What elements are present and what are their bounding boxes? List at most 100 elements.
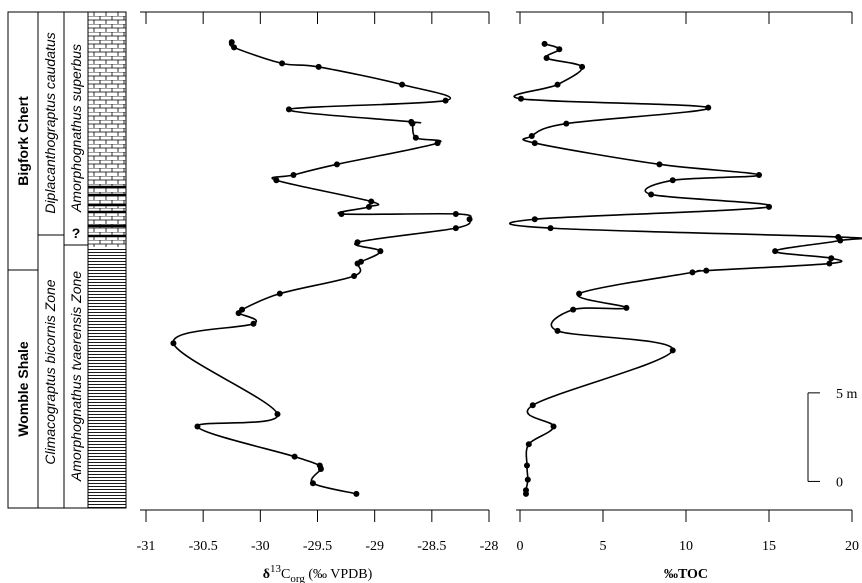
zone: Diplacanthograptus caudatus (42, 32, 58, 213)
zone: Amorphognathus tvaerensis Zone (68, 271, 84, 482)
data-point (290, 171, 297, 178)
data-point (354, 260, 361, 267)
x-tick-label: 20 (845, 539, 859, 554)
data-point (333, 161, 340, 168)
x-tick-label: 10 (679, 539, 693, 554)
scale-label: 0 (836, 475, 843, 490)
label-part: C (281, 567, 290, 582)
data-point (317, 466, 324, 473)
x-tick-label: 5 (600, 539, 607, 554)
data-point (309, 480, 316, 487)
data-point (563, 120, 570, 127)
data-point (554, 81, 561, 88)
data-point (828, 255, 835, 262)
strat-column: Bigfork Chert Womble Shale Diplacanthogr… (7, 11, 127, 509)
data-point (826, 260, 833, 267)
data-point (250, 320, 257, 327)
data-point (756, 171, 763, 178)
data-point (231, 44, 238, 51)
data-point (656, 161, 663, 168)
data-point (279, 60, 286, 67)
column-frame (7, 11, 127, 509)
data-point (409, 120, 416, 127)
data-point (623, 304, 630, 311)
data-point (570, 306, 577, 313)
data-point (556, 46, 563, 53)
data-point (276, 290, 283, 297)
data-point (351, 272, 358, 279)
data-point (412, 134, 419, 141)
data-point (315, 63, 322, 70)
data-point (452, 225, 459, 232)
data-point (353, 490, 360, 497)
formation: Bigfork Chert (15, 96, 31, 186)
data-point (368, 198, 375, 205)
data-point (766, 203, 772, 210)
data-point (689, 269, 696, 276)
shale (88, 247, 126, 508)
x-axis-label: δ13Corg (‰ VPDB) (263, 563, 373, 583)
data-point (466, 216, 473, 223)
data-point (170, 340, 177, 347)
data-point (194, 423, 201, 430)
x-tick-label: -31 (137, 539, 156, 554)
x-tick-label: 15 (762, 539, 776, 554)
data-point (524, 476, 531, 483)
data-point (354, 239, 361, 246)
data-point (554, 327, 561, 334)
x-axis-label: ‰TOC (664, 567, 708, 582)
data-point (648, 191, 655, 198)
data-point (543, 55, 550, 62)
x-tick-label: -28.5 (417, 539, 446, 554)
x-tick-label: -30.5 (189, 539, 218, 554)
scale-label: 5 m (836, 387, 858, 402)
data-point (576, 290, 583, 297)
formation: Womble Shale (15, 341, 31, 437)
data-point (517, 95, 524, 102)
label-part: (‰ VPDB) (305, 567, 373, 582)
data-point (837, 237, 844, 244)
data-point (399, 81, 406, 88)
data-point (529, 402, 536, 409)
data-point (285, 106, 292, 113)
uncertain-boundary: ? (72, 225, 81, 241)
data-point (541, 40, 548, 47)
label-part: 13 (270, 563, 282, 575)
data-point (669, 177, 676, 184)
profile-line (172, 41, 472, 495)
data-point (291, 453, 298, 460)
chert-beds (88, 185, 126, 238)
data-point (377, 248, 384, 255)
label-part: ‰TOC (664, 567, 708, 582)
data-point (550, 423, 557, 430)
label-part: δ (263, 567, 270, 582)
data-point (452, 210, 459, 217)
data-point (528, 133, 535, 139)
data-point (338, 210, 345, 217)
data-point (523, 462, 530, 469)
limestone (88, 12, 126, 187)
data-point (365, 203, 372, 210)
column-dividers (8, 12, 89, 508)
data-point (274, 411, 281, 418)
data-point (442, 97, 449, 104)
data-point (705, 104, 712, 111)
data-point (525, 441, 532, 448)
data-point (579, 63, 586, 70)
data-point (235, 310, 242, 317)
data-point (547, 225, 554, 232)
data-point (273, 177, 280, 184)
x-tick-label: 0 (517, 539, 524, 554)
data-point (434, 140, 441, 147)
x-tick-label: -29.5 (303, 539, 332, 554)
profile-line (509, 43, 862, 494)
data-point (531, 216, 538, 223)
x-tick-label: -30 (251, 539, 270, 554)
data-point (669, 347, 676, 354)
x-tick-label: -29 (365, 539, 384, 554)
data-point (531, 140, 538, 147)
data-point (228, 39, 235, 46)
zone: Climacograptus bicornis Zone (42, 279, 58, 464)
x-tick-label: -28 (480, 539, 499, 554)
